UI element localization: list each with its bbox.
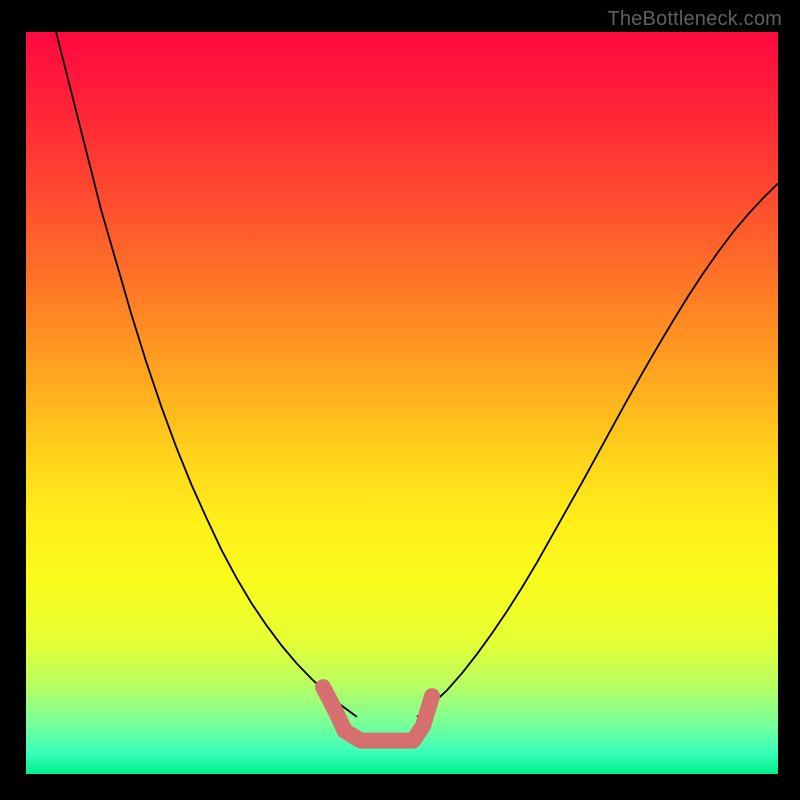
plot-background: [26, 32, 778, 774]
bottleneck-chart: [0, 0, 800, 800]
watermark-text: TheBottleneck.com: [607, 8, 782, 31]
